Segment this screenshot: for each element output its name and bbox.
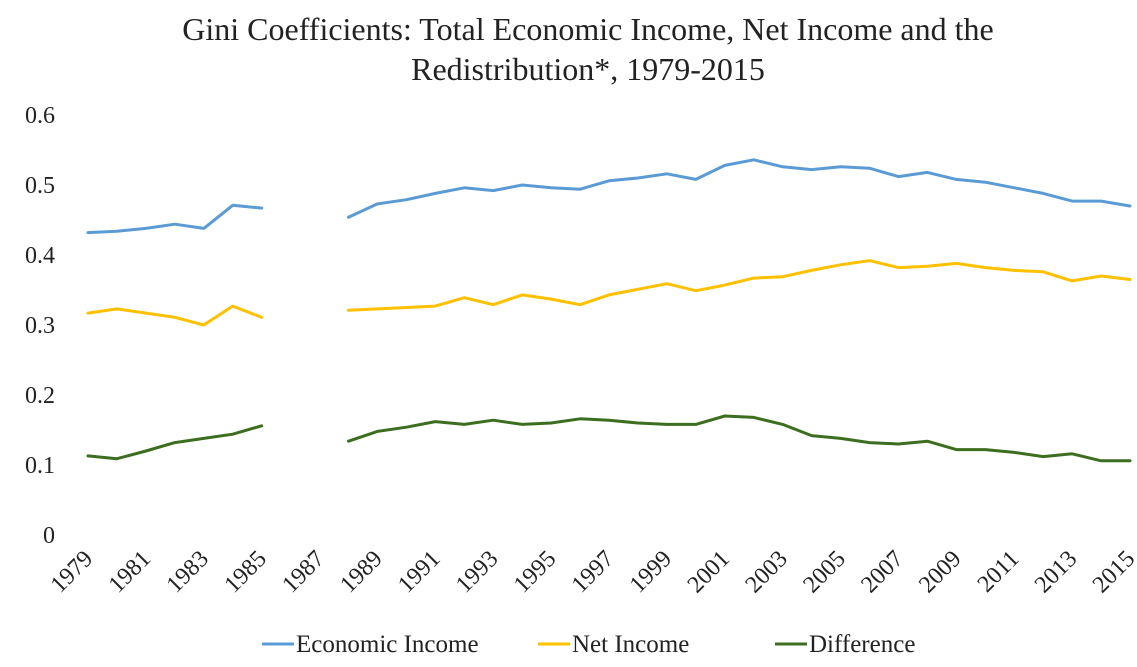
series-lines	[86, 158, 1132, 463]
x-tick-label: 1983	[162, 546, 214, 598]
x-tick-label: 1987	[277, 546, 329, 598]
x-tick-label: 2007	[856, 546, 908, 598]
chart-title-line-2: Redistribution*, 1979-2015	[411, 51, 765, 87]
x-axis: 1979 1981 1983 1985 1987 1989 1991 1993 1995 1997…	[46, 546, 1137, 598]
x-tick-label: 1985	[220, 546, 272, 598]
series-line-difference	[347, 414, 1132, 463]
legend: Economic Income Net Income Difference	[262, 631, 915, 658]
x-tick-label: 1997	[567, 546, 619, 598]
legend-label: Economic Income	[296, 631, 479, 658]
series-line-net-income	[86, 304, 264, 327]
y-tick-label: 0.3	[25, 313, 55, 339]
y-axis: 0 0.1 0.2 0.3 0.4 0.5 0.6	[25, 103, 55, 549]
y-tick-label: 0.2	[25, 383, 55, 409]
x-tick-label: 1999	[625, 546, 677, 598]
x-tick-label: 2013	[1030, 546, 1082, 598]
x-tick-label: 2015	[1088, 546, 1137, 598]
x-tick-label: 2001	[683, 546, 735, 598]
legend-label: Difference	[809, 631, 915, 658]
series-line-economic-income	[86, 203, 264, 235]
x-tick-label: 1991	[393, 546, 445, 598]
x-tick-label: 2003	[741, 546, 793, 598]
chart-title-line-1: Gini Coefficients: Total Economic Income…	[182, 11, 993, 47]
x-tick-label: 1989	[335, 546, 387, 598]
series-line-difference	[86, 424, 264, 461]
x-tick-label: 2009	[914, 546, 966, 598]
x-tick-label: 1995	[509, 546, 561, 598]
x-tick-label: 1979	[46, 546, 98, 598]
x-tick-label: 2011	[973, 546, 1025, 598]
x-tick-label: 1981	[104, 546, 156, 598]
y-tick-label: 0.5	[25, 173, 55, 199]
y-tick-label: 0.6	[25, 103, 55, 129]
x-tick-label: 1993	[451, 546, 503, 598]
legend-label: Net Income	[572, 631, 689, 658]
y-tick-label: 0.1	[25, 453, 55, 479]
y-tick-label: 0.4	[25, 243, 55, 269]
series-line-net-income	[347, 259, 1132, 312]
x-tick-label: 2005	[798, 546, 850, 598]
y-tick-label: 0	[43, 523, 55, 549]
series-line-economic-income	[347, 158, 1132, 219]
